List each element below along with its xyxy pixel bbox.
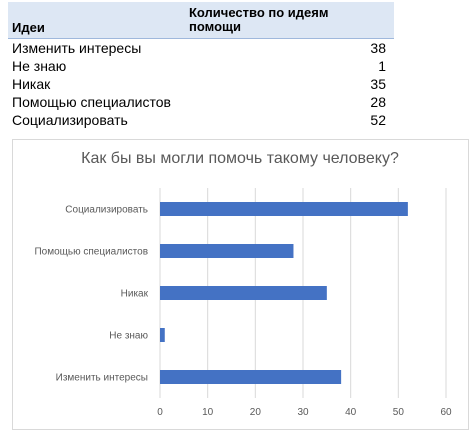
row-value[interactable]: 1 [378,58,386,74]
bar[interactable] [160,202,408,216]
category-label: Не знаю [109,331,148,342]
category-labels: Изменить интересы Не знаю Никак Помощью спе… [34,205,148,384]
row-label[interactable]: Помощью специалистов [12,94,171,110]
category-label: Изменить интересы [56,373,148,384]
table-row: Изменить интересы 38 [8,39,394,57]
header-count[interactable]: Количество по идеям помощи [189,5,329,34]
table-row: Никак 35 [8,75,394,93]
x-axis-ticks: 0 10 20 30 40 50 60 [157,407,452,418]
x-tick-label: 10 [202,407,214,418]
row-value[interactable]: 35 [370,76,386,92]
bar[interactable] [160,370,342,384]
bar[interactable] [160,244,294,258]
x-tick-label: 40 [345,407,357,418]
pivot-table: Идеи Количество по идеям помощи Изменить… [8,2,394,129]
row-value[interactable]: 52 [370,112,386,128]
x-tick-label: 20 [250,407,262,418]
bars [160,202,408,384]
header-ideas[interactable]: Идеи [12,20,45,35]
row-value[interactable]: 38 [370,40,386,56]
x-tick-label: 30 [297,407,309,418]
table-row: Помощью специалистов 28 [8,93,394,111]
category-label: Никак [121,289,149,300]
row-label[interactable]: Социализировать [12,112,128,128]
chart-title: Как бы вы могли помочь такому человеку? [81,150,399,167]
category-label: Помощью специалистов [34,247,148,258]
table-row: Не знаю 1 [8,57,394,75]
table-row: Социализировать 52 [8,111,394,129]
table-header: Идеи Количество по идеям помощи [8,2,394,39]
x-tick-label: 50 [393,407,405,418]
x-tick-label: 60 [440,407,452,418]
bar[interactable] [160,286,327,300]
category-label: Социализировать [65,205,148,216]
row-value[interactable]: 28 [370,94,386,110]
chart-canvas: Как бы вы могли помочь такому человеку? … [34,150,452,418]
bar[interactable] [160,328,165,342]
x-tick-label: 0 [157,407,163,418]
row-label[interactable]: Изменить интересы [12,40,142,56]
row-label[interactable]: Не знаю [12,58,67,74]
bar-chart[interactable]: Как бы вы могли помочь такому человеку? … [12,139,469,430]
row-label[interactable]: Никак [12,76,51,92]
